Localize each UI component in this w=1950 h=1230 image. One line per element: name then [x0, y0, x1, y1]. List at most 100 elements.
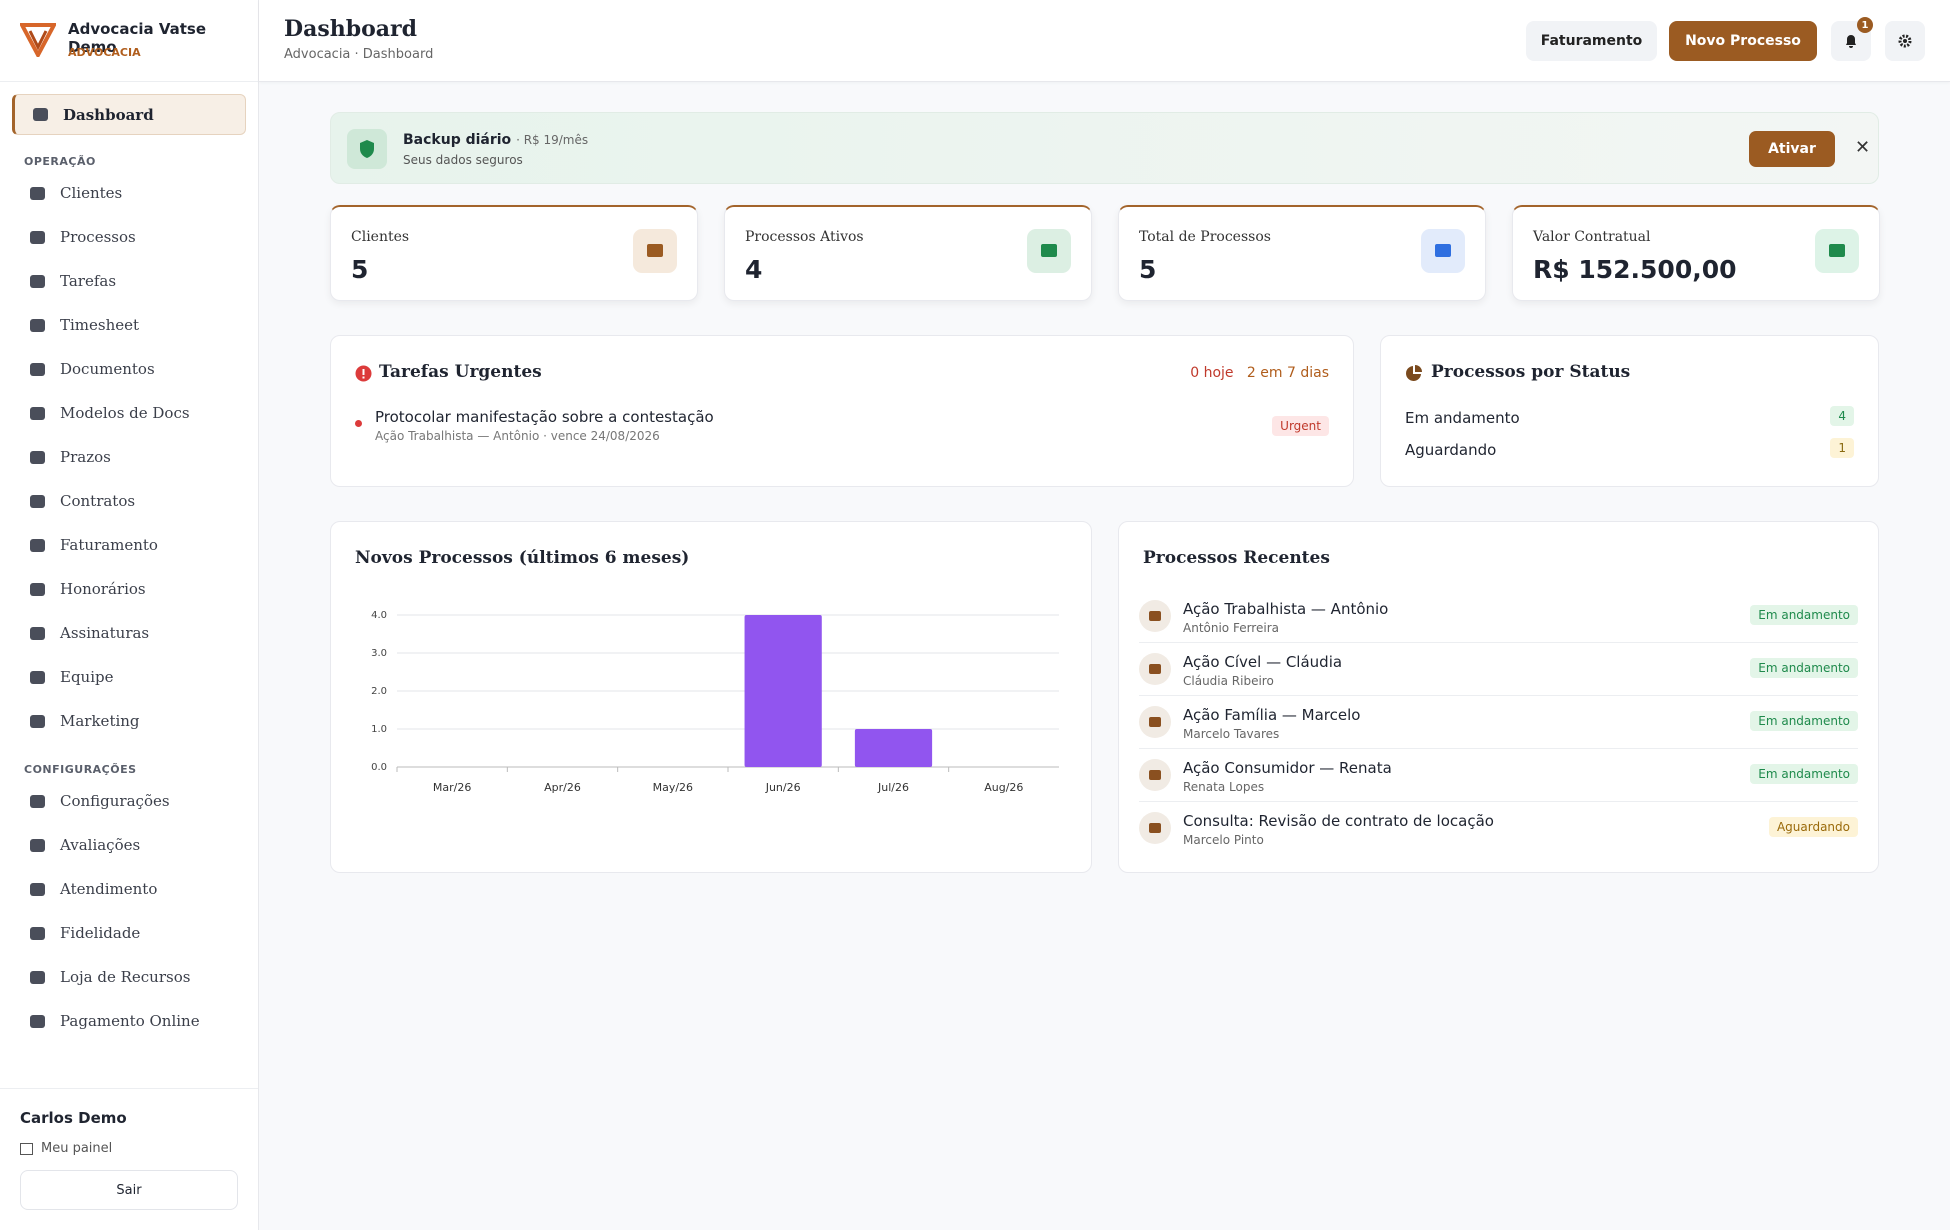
close-banner[interactable]: ✕	[1855, 137, 1871, 158]
status-row: Aguardando 1	[1405, 438, 1854, 462]
stat-card: Valor Contratual R$ 152.500,00	[1512, 205, 1880, 301]
x-tick-label: Jul/26	[877, 781, 909, 794]
nav-label: Timesheet	[60, 316, 140, 334]
x-tick-label: May/26	[653, 781, 693, 794]
panel-link[interactable]: Meu painel	[20, 1141, 238, 1156]
brand-name: Advocacia Vatse Demo	[68, 20, 207, 56]
nav-label: Faturamento	[60, 536, 158, 554]
notifications-button[interactable]: 1	[1831, 17, 1873, 61]
nav-label: Clientes	[60, 184, 123, 202]
stat-glyph	[647, 244, 663, 257]
status-count: 1	[1830, 438, 1854, 458]
nav-item[interactable]: Faturamento	[12, 523, 246, 567]
nav-label: Dashboard	[63, 105, 154, 124]
banner-price: · R$ 19/mês	[516, 133, 589, 147]
status-title: Processos por Status	[1431, 362, 1631, 382]
y-tick-label: 3.0	[371, 648, 387, 659]
chart-title: Novos Processos (últimos 6 meses)	[355, 548, 690, 568]
task-row[interactable]: Protocolar manifestação sobre a contesta…	[355, 408, 1329, 448]
status-tag: Em andamento	[1750, 605, 1858, 625]
nav-label: Avaliações	[60, 836, 141, 854]
status-row: Em andamento 4	[1405, 406, 1854, 430]
nav-item[interactable]: Configurações	[12, 779, 246, 823]
nav-icon	[30, 838, 45, 852]
status-tag: Em andamento	[1750, 658, 1858, 678]
urgent-counts: 0 hoje 2 em 7 dias	[1190, 365, 1329, 381]
billing-button[interactable]: Faturamento	[1526, 21, 1657, 61]
nav-item[interactable]: Equipe	[12, 655, 246, 699]
status-count: 4	[1830, 406, 1854, 426]
bar	[744, 615, 822, 767]
nav-item[interactable]: Loja de Recursos	[12, 955, 246, 999]
chart: 0.0 1.0 2.0 3.0 4.0 Mar/26 Apr/26 May/26 Jun/26 J…	[371, 610, 1059, 794]
recent-client: Marcelo Tavares	[1183, 727, 1280, 741]
banner-subtitle: Seus dados seguros	[403, 153, 523, 167]
nav-label: Loja de Recursos	[60, 968, 191, 986]
nav-icon	[30, 318, 45, 332]
settings-button[interactable]	[1885, 21, 1925, 61]
nav-item[interactable]: Marketing	[12, 699, 246, 743]
recent-row[interactable]: Ação Consumidor — Renata Renata Lopes Em a…	[1139, 749, 1858, 802]
recent-title: Consulta: Revisão de contrato de locação	[1183, 812, 1494, 830]
nav-item[interactable]: Tarefas	[12, 259, 246, 303]
nav-item[interactable]: Dashboard	[12, 94, 246, 135]
nav-label: Assinaturas	[60, 624, 150, 642]
nav-item[interactable]: Contratos	[12, 479, 246, 523]
nav-item[interactable]: Pagamento Online	[12, 999, 246, 1043]
nav-icon	[30, 626, 45, 640]
nav-item[interactable]: Documentos	[12, 347, 246, 391]
new-process-button[interactable]: Novo Processo	[1669, 21, 1817, 61]
stat-card: Total de Processos 5	[1118, 205, 1486, 301]
billing-label: Faturamento	[1540, 33, 1643, 49]
y-tick-label: 2.0	[371, 686, 387, 697]
nav-item[interactable]: Clientes	[12, 171, 246, 215]
recent-title: Ação Consumidor — Renata	[1183, 759, 1392, 777]
nav-section-title: OPERAÇÃO	[24, 155, 96, 168]
stat-glyph	[1435, 244, 1451, 257]
week-count: 2 em 7 dias	[1246, 365, 1329, 381]
nav-label: Modelos de Docs	[60, 404, 190, 422]
alert-icon	[355, 365, 372, 382]
stat-icon	[1027, 229, 1071, 273]
task-title: Protocolar manifestação sobre a contesta…	[375, 408, 714, 426]
stat-value: 5	[351, 255, 369, 284]
urgent-title: Tarefas Urgentes	[379, 362, 542, 382]
nav-item[interactable]: Avaliações	[12, 823, 246, 867]
recent-client: Renata Lopes	[1183, 780, 1265, 794]
nav-icon	[30, 186, 45, 200]
recent-client: Marcelo Pinto	[1183, 833, 1264, 847]
nav-label: Documentos	[60, 360, 155, 378]
y-tick-label: 0.0	[371, 762, 387, 773]
nav-icon	[30, 794, 45, 808]
nav-item[interactable]: Atendimento	[12, 867, 246, 911]
nav-item[interactable]: Honorários	[12, 567, 246, 611]
nav-item[interactable]: Processos	[12, 215, 246, 259]
nav-item[interactable]: Timesheet	[12, 303, 246, 347]
logout-button[interactable]: Sair	[20, 1170, 238, 1210]
recent-processes: Processos Recentes Ação Trabalhista — An…	[1118, 521, 1879, 873]
brand-subtitle: ADVOCACIA	[68, 46, 141, 59]
folder-glyph	[1149, 823, 1161, 833]
stat-value: R$ 152.500,00	[1533, 255, 1737, 284]
user-name: Carlos Demo	[20, 1109, 127, 1127]
recent-row[interactable]: Consulta: Revisão de contrato de locação…	[1139, 802, 1858, 855]
status-tag: Em andamento	[1750, 711, 1858, 731]
stat-value: 5	[1139, 255, 1157, 284]
recent-row[interactable]: Ação Trabalhista — Antônio Antônio Ferrei…	[1139, 590, 1858, 643]
nav-item[interactable]: Prazos	[12, 435, 246, 479]
stat-value: 4	[745, 255, 763, 284]
nav-item[interactable]: Assinaturas	[12, 611, 246, 655]
stat-label: Valor Contratual	[1533, 229, 1651, 245]
stat-icon	[633, 229, 677, 273]
logout-label: Sair	[116, 1182, 142, 1198]
status-tag: Aguardando	[1768, 817, 1858, 837]
nav-icon	[30, 274, 45, 288]
nav-item[interactable]: Modelos de Docs	[12, 391, 246, 435]
recent-row[interactable]: Ação Família — Marcelo Marcelo Tavares Em …	[1139, 696, 1858, 749]
activate-button[interactable]: Ativar	[1749, 131, 1835, 167]
stat-label: Total de Processos	[1139, 229, 1271, 245]
recent-row[interactable]: Ação Cível — Cláudia Cláudia Ribeiro Em an…	[1139, 643, 1858, 696]
new-process-label: Novo Processo	[1685, 33, 1801, 49]
nav-icon	[30, 1014, 45, 1028]
nav-item[interactable]: Fidelidade	[12, 911, 246, 955]
